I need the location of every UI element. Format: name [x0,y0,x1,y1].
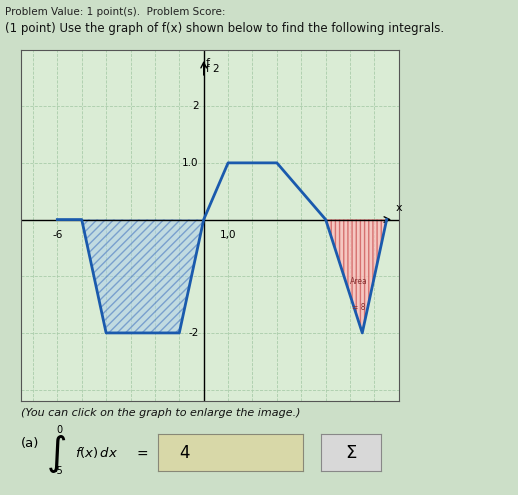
Text: -2: -2 [189,328,199,338]
Text: (a): (a) [21,437,39,449]
Text: 2: 2 [192,101,199,111]
Text: $=$: $=$ [134,446,149,460]
Text: 4: 4 [179,444,190,462]
Text: = 8: = 8 [352,303,365,312]
Text: Problem Value: 1 point(s).  Problem Score:: Problem Value: 1 point(s). Problem Score… [5,7,226,17]
Text: f: f [206,58,210,68]
Text: f 2: f 2 [206,64,219,74]
Text: 1,0: 1,0 [220,230,236,240]
Text: $\Sigma$: $\Sigma$ [345,444,357,462]
Polygon shape [326,220,386,333]
Text: -5: -5 [53,466,63,476]
Text: 0: 0 [56,425,63,435]
Text: x: x [395,203,402,213]
Text: -6: -6 [52,230,63,240]
Text: $f(x)\,dx$: $f(x)\,dx$ [75,446,119,460]
Text: 1.0: 1.0 [182,158,199,168]
Text: (1 point) Use the graph of f(x) shown below to find the following integrals.: (1 point) Use the graph of f(x) shown be… [5,22,444,35]
Text: $\int$: $\int$ [46,434,66,475]
Text: (You can click on the graph to enlarge the image.): (You can click on the graph to enlarge t… [21,408,300,418]
Text: Area: Area [350,277,367,287]
Polygon shape [82,220,204,333]
